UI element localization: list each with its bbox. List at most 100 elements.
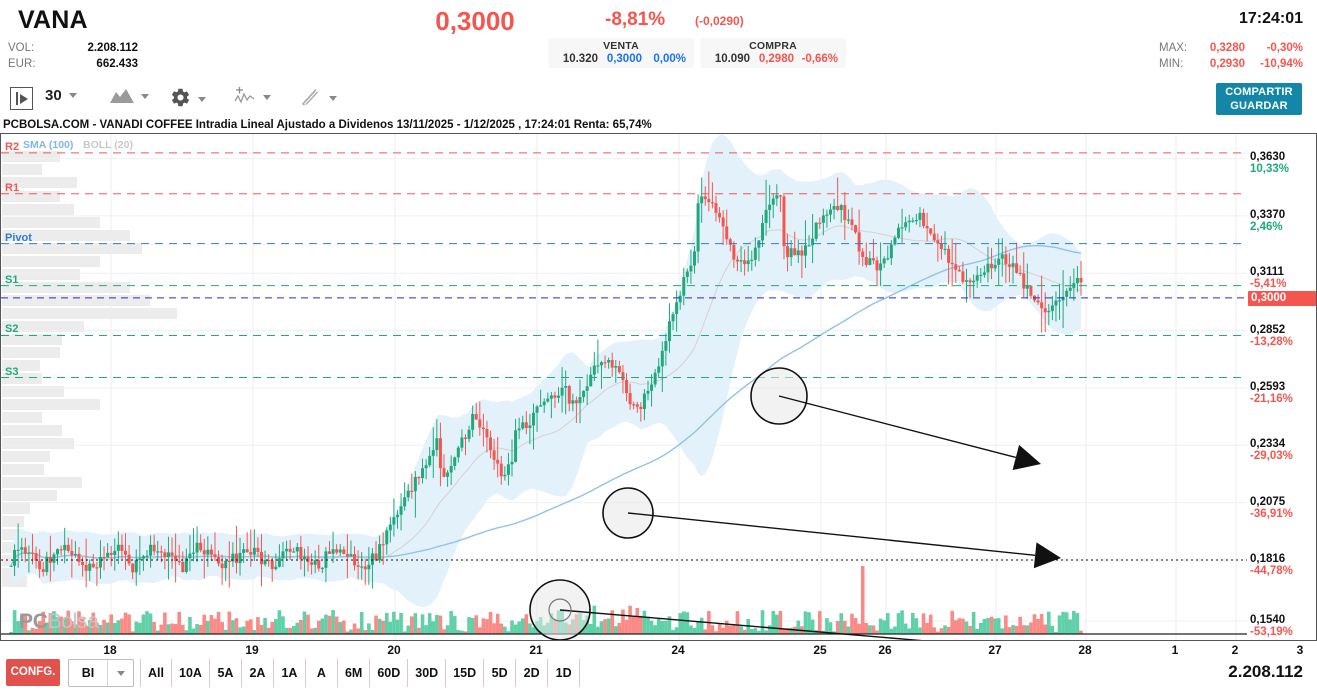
volume-bar bbox=[80, 618, 85, 634]
candle-body bbox=[564, 385, 568, 388]
candle-body bbox=[63, 544, 67, 551]
price-axis-percent: -29,03% bbox=[1250, 450, 1293, 463]
candle-body bbox=[771, 198, 775, 205]
volume-bar bbox=[1039, 613, 1044, 634]
time-axis-tick: 2 bbox=[1231, 643, 1239, 657]
candle-body bbox=[327, 551, 331, 554]
volume-profile-bar bbox=[2, 164, 42, 175]
range-button-2a[interactable]: 2A bbox=[242, 659, 274, 687]
candle-body bbox=[66, 544, 70, 551]
candle-body bbox=[1072, 283, 1076, 288]
range-button-1a[interactable]: 1A bbox=[274, 659, 306, 687]
candle-body bbox=[41, 569, 45, 572]
volume-bar bbox=[1075, 613, 1080, 634]
range-button-15d[interactable]: 15D bbox=[446, 659, 485, 687]
volume-bar bbox=[946, 626, 951, 634]
candle-body bbox=[209, 549, 213, 555]
volume-bar bbox=[299, 620, 303, 634]
candle-body bbox=[603, 362, 607, 364]
range-button-2d[interactable]: 2D bbox=[516, 659, 549, 687]
price-axis-tick: 0,2852 -13,28% bbox=[1250, 324, 1316, 348]
candle-body bbox=[861, 251, 865, 258]
volume-bar bbox=[681, 611, 686, 634]
volume-bar bbox=[903, 623, 908, 634]
volume-bar bbox=[177, 611, 181, 634]
candle-body bbox=[285, 548, 289, 552]
candle-body bbox=[81, 561, 85, 565]
share-save-button[interactable]: COMPARTIR GUARDAR bbox=[1216, 83, 1302, 115]
min-row: MIN: 0,2930 -10,94% bbox=[1159, 56, 1303, 72]
candle-body bbox=[95, 567, 99, 569]
range-button-10a[interactable]: 10A bbox=[172, 659, 210, 687]
volume-bar bbox=[202, 614, 207, 634]
time-axis-tick: 20 bbox=[387, 643, 401, 657]
candle-body bbox=[413, 476, 417, 492]
candle-body bbox=[98, 556, 102, 568]
volume-bar bbox=[191, 628, 196, 634]
candle-body bbox=[152, 544, 156, 552]
volume-bar bbox=[316, 620, 321, 634]
expand-panel-button[interactable] bbox=[10, 87, 33, 110]
volume-bar bbox=[936, 631, 940, 634]
config-button[interactable]: CONFG. bbox=[6, 659, 60, 686]
volume-bar bbox=[302, 611, 307, 634]
candle-body bbox=[356, 565, 360, 567]
volume-bar bbox=[410, 616, 414, 634]
volume-bar bbox=[785, 628, 790, 634]
range-button-5a[interactable]: 5A bbox=[210, 659, 242, 687]
chart-type-button[interactable] bbox=[110, 87, 149, 106]
candle-body bbox=[821, 215, 825, 223]
candle-body bbox=[109, 552, 113, 555]
stat-value: 2.208.112 bbox=[87, 42, 138, 54]
candle-body bbox=[904, 222, 908, 228]
mode-selector[interactable]: BI bbox=[68, 659, 134, 687]
range-button-30d[interactable]: 30D bbox=[408, 659, 447, 687]
candle-body bbox=[650, 384, 654, 391]
clock: 17:24:01 bbox=[1238, 10, 1303, 27]
min-value: 0,2930 bbox=[1209, 58, 1245, 70]
volume-profile-bar bbox=[2, 555, 18, 566]
time-axis-tick: 19 bbox=[245, 643, 259, 657]
chevron-down-icon bbox=[116, 670, 125, 676]
range-button-a[interactable]: A bbox=[306, 659, 338, 687]
price-axis-percent: -53,19% bbox=[1250, 626, 1293, 639]
volume-bar bbox=[782, 628, 786, 634]
pivot-level-label: R2 bbox=[5, 140, 20, 153]
candle-body bbox=[789, 248, 793, 258]
chart-annotations bbox=[529, 367, 1061, 640]
add-indicator-button[interactable] bbox=[234, 86, 271, 108]
candle-body bbox=[954, 264, 958, 270]
chart-canvas[interactable]: SMA (100) BOLL (20) PCBolsa R2 R1 Pivot S1 S… bbox=[0, 133, 1247, 641]
candle-body bbox=[846, 219, 850, 221]
range-button-6m[interactable]: 6M bbox=[338, 659, 371, 687]
candle-body bbox=[345, 553, 349, 557]
draw-tools-button[interactable] bbox=[300, 87, 337, 110]
range-button-all[interactable]: All bbox=[140, 659, 172, 687]
candle-body bbox=[463, 437, 467, 439]
mode-dropdown-button[interactable] bbox=[107, 660, 133, 686]
draw-tools-icon bbox=[300, 87, 322, 110]
range-button-5d[interactable]: 5D bbox=[484, 659, 517, 687]
candle-body bbox=[517, 428, 521, 431]
candle-body bbox=[871, 258, 875, 261]
candle-body bbox=[710, 202, 714, 204]
range-button-1d[interactable]: 1D bbox=[548, 659, 581, 687]
candle-body bbox=[202, 550, 206, 555]
volume-bar bbox=[953, 620, 958, 634]
settings-button[interactable] bbox=[170, 87, 206, 111]
candle-body bbox=[1000, 254, 1004, 259]
price-axis-percent: -13,28% bbox=[1250, 335, 1293, 348]
last-price: 0,3000 bbox=[435, 6, 515, 36]
candle-body bbox=[1047, 310, 1051, 313]
candle-body bbox=[707, 199, 711, 203]
volume-bar bbox=[803, 611, 808, 634]
volume-bar bbox=[44, 622, 49, 634]
interval-selector[interactable]: 30 bbox=[45, 87, 77, 104]
price-axis[interactable]: 0,3630 10,33% 0,3370 2,46% 0,3111 -5,41% 0,285… bbox=[1247, 133, 1317, 641]
candle-body bbox=[843, 205, 847, 221]
candle-body bbox=[918, 212, 922, 220]
range-button-60d[interactable]: 60D bbox=[370, 659, 409, 687]
candle-body bbox=[875, 260, 879, 271]
candle-body bbox=[274, 566, 278, 570]
volume-bar bbox=[130, 631, 135, 634]
